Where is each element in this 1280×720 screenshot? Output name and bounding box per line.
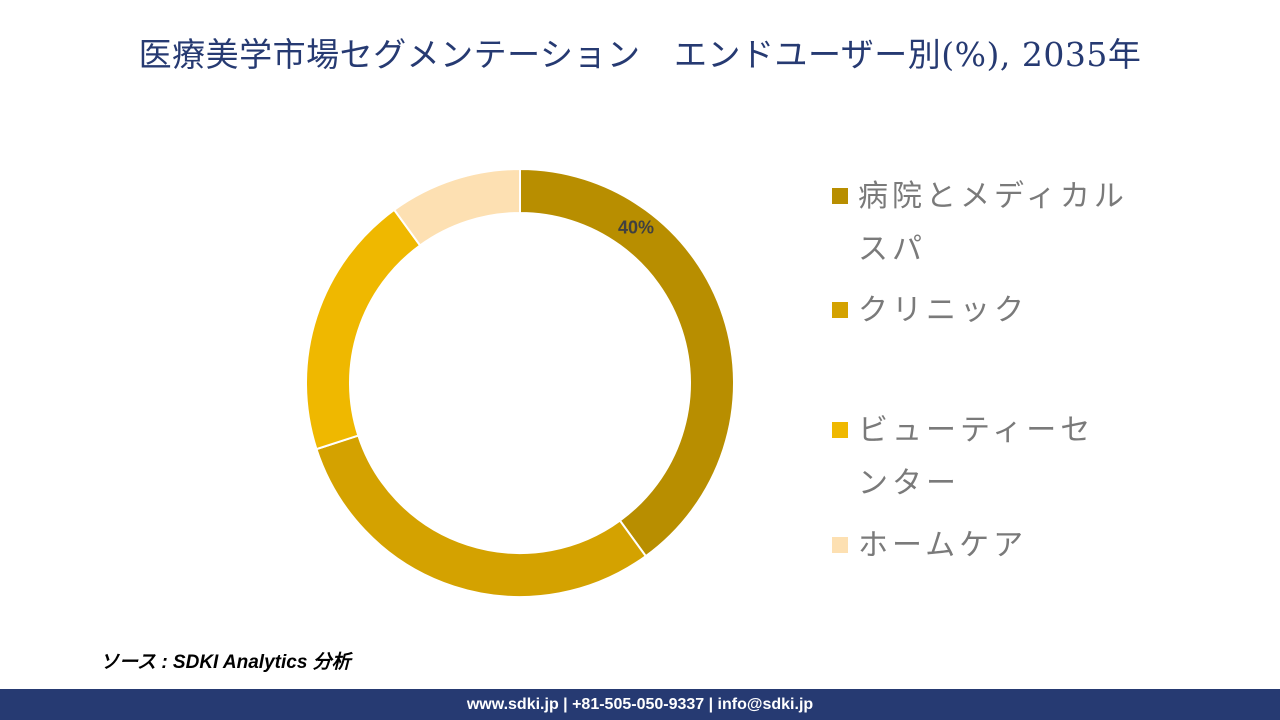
legend-swatch-home-care [832,537,848,553]
legend-label-beauty-centers: ビューティーセンター [858,413,1095,501]
legend-swatch-beauty-centers [832,422,848,438]
donut-slice-beauty-centers[interactable] [305,208,422,451]
data-label-hospitals-medspas: 40% [618,217,654,237]
source-note: ソース : SDKI Analytics 分析 [100,652,351,673]
legend-label-home-care: ホームケア [858,528,1028,563]
legend-swatch-clinics [832,302,848,318]
page-title: 医療美学市場セグメンテーション エンドユーザー別(%), 2035年 [138,35,1142,74]
donut-slice-home-care[interactable] [392,167,521,247]
legend-label-hospitals-medspas: 病院とメディカルスパ [858,179,1128,267]
donut-slice-hospitals-medspas[interactable] [519,167,735,558]
donut-chart: 40% [305,167,735,598]
footer-contact-bar: www.sdki.jp | +81-505-050-9337 | info@sd… [0,689,1280,720]
legend-label-clinics: クリニック [858,293,1028,328]
donut-slice-clinics[interactable] [315,434,648,598]
legend-swatch-hospitals-medspas [832,188,848,204]
